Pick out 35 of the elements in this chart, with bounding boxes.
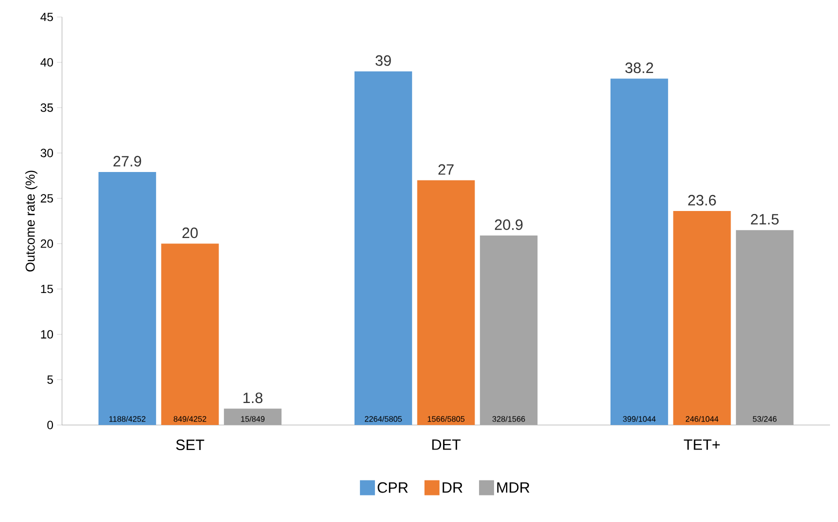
legend-label: CPR <box>378 482 408 493</box>
bar <box>736 230 794 425</box>
y-tick-label: 10 <box>41 330 54 339</box>
y-tick-label: 35 <box>40 103 53 112</box>
bar <box>673 211 731 425</box>
data-label: 27.9 <box>113 156 142 167</box>
legend-label: MDR <box>497 482 530 493</box>
data-label: 38.2 <box>625 62 654 74</box>
data-label: 27 <box>438 164 454 175</box>
bar <box>417 180 475 425</box>
y-tick-label: 30 <box>40 148 54 158</box>
data-label: 23.6 <box>688 194 716 206</box>
data-label: 20.9 <box>494 219 523 230</box>
x-tick-label: SET <box>176 440 204 450</box>
x-tick-label: TET+ <box>684 440 720 450</box>
y-tick-label: 15 <box>41 284 53 294</box>
data-label: 20 <box>182 228 198 238</box>
data-label: 21.5 <box>750 214 779 225</box>
bar <box>480 236 538 425</box>
x-tick-label: DET <box>432 440 461 450</box>
data-label: 39 <box>376 55 391 66</box>
bar <box>161 244 219 425</box>
bar <box>224 408 282 425</box>
y-tick-label: 5 <box>47 376 53 384</box>
y-axis-title: Outcome rate (%) <box>25 170 38 272</box>
y-tick-label: 45 <box>40 12 53 22</box>
bar <box>610 78 668 425</box>
y-tick-label: 25 <box>40 194 53 203</box>
legend-label: DR <box>442 482 462 493</box>
data-label: 1.8 <box>243 392 262 404</box>
bar <box>98 172 156 425</box>
y-tick-label: 0 <box>47 420 54 430</box>
bar <box>354 71 412 425</box>
y-tick-label: 40 <box>40 58 54 67</box>
y-tick-label: 20 <box>40 239 54 248</box>
